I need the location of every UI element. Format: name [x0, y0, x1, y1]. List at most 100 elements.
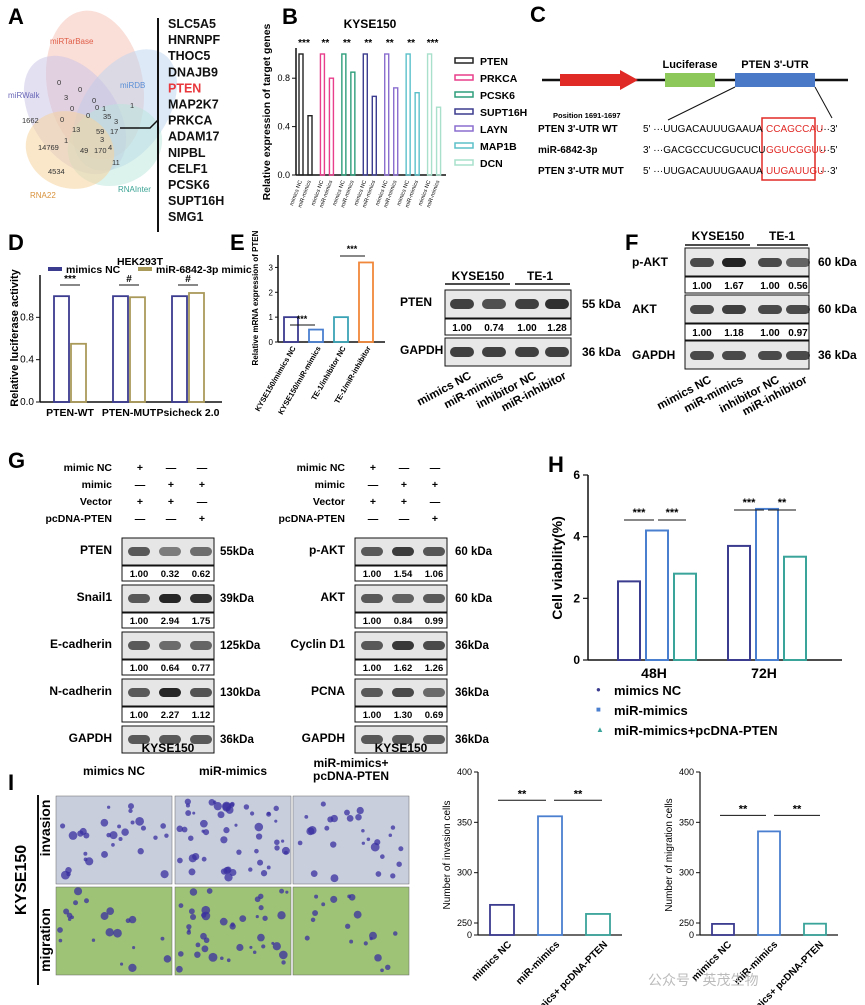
blot-f-value: 1.18 — [724, 328, 744, 339]
chart-b-legend-label: PTEN — [480, 56, 508, 68]
blot-g-band — [361, 688, 383, 697]
gene-hnrnpf: HNRNPF — [168, 33, 220, 47]
stained-cell — [201, 911, 211, 921]
blot-g-band — [190, 735, 212, 744]
blot-g-band — [128, 547, 150, 556]
blot-g-band — [361, 735, 383, 744]
gene-list: SLC5A5 HNRNPF THOC5 DNAJB9 PTEN MAP2K7 PRKCA AD… — [168, 17, 224, 224]
blot-g-kda: 125kDa — [220, 640, 261, 652]
blot-g-value: 1.75 — [192, 616, 211, 627]
blot-g-kda: 39kDa — [220, 593, 254, 605]
stained-cell — [137, 848, 144, 855]
blot-g-value: 1.00 — [363, 663, 382, 674]
blot-e-band — [545, 299, 569, 309]
chart-b-legend-label: LAYN — [480, 124, 508, 136]
chart-d-ytick-label: 0.8 — [20, 312, 34, 323]
chart-h-bar — [783, 555, 807, 661]
stained-cell — [390, 873, 396, 879]
blot-f-band — [786, 351, 810, 360]
blot-g-value: 1.00 — [130, 663, 149, 674]
blot-g-band — [392, 641, 414, 650]
blot-g-row-label: PTEN — [80, 543, 112, 557]
stained-cell — [257, 933, 265, 942]
utr-label: PTEN 3'-UTR — [741, 59, 808, 71]
blot-g-sign: — — [399, 462, 410, 474]
blot-g-kda: 36kDa — [455, 687, 489, 699]
venn-label-mirdb: miRDB — [120, 81, 145, 90]
blot-e-value: 1.00 — [452, 323, 472, 334]
zoom-line — [667, 86, 736, 121]
chart-b-legend-swatch — [454, 125, 474, 132]
chart-h-bar — [645, 529, 669, 661]
venn-ellipse-rna22 — [25, 111, 115, 189]
stained-cell — [68, 831, 78, 840]
blot-g-value: 1.00 — [130, 569, 149, 580]
stained-cell — [277, 911, 286, 920]
chart-e-significance: *** — [347, 244, 358, 254]
stained-cell — [374, 839, 381, 846]
blot-g-condition: pcDNA-PTEN — [278, 513, 345, 525]
blot-g-sign: + — [137, 462, 143, 474]
blot-g-value: 1.62 — [394, 663, 413, 674]
blot-f-row-label: p-AKT — [632, 255, 669, 269]
blot-g-band — [128, 735, 150, 744]
seq-row-name: PTEN 3'-UTR MUT — [538, 166, 624, 177]
blot-g-value: 0.32 — [161, 569, 180, 580]
stained-cell — [111, 843, 115, 847]
stained-cell — [279, 950, 288, 960]
blot-g-sign: + — [168, 496, 174, 508]
gene-map2k7: MAP2K7 — [168, 98, 219, 112]
watermark: 公众号 · 英茂生物 — [648, 972, 758, 988]
panelI3-ytick-label: 0 — [689, 930, 694, 940]
blot-g-band — [423, 688, 445, 697]
blot-g-value: 1.00 — [130, 710, 149, 721]
venn-leader-line — [120, 119, 159, 129]
chart-b-bar — [384, 53, 390, 176]
panelI2-ylabel: Number of invasion cells — [442, 801, 453, 910]
stained-cell — [178, 903, 184, 908]
gene-nipbl: NIPBL — [168, 146, 206, 160]
blot-g-band — [128, 688, 150, 697]
stained-cell — [344, 809, 350, 816]
chart-b-legend-swatch — [454, 142, 474, 149]
chart-b-significance: ** — [364, 38, 372, 49]
stained-cell — [101, 851, 108, 858]
chart-h-ytick-label: 0 — [573, 653, 580, 667]
blot-g-sign: — — [368, 479, 379, 491]
blot-g-value-box — [354, 565, 448, 582]
stained-cell — [324, 825, 330, 831]
blot-g-condition: pcDNA-PTEN — [45, 513, 112, 525]
panelI3-ytick-label: 300 — [679, 868, 694, 878]
gene-smg1: SMG1 — [168, 210, 203, 224]
stained-cell — [113, 928, 122, 938]
stained-cell — [361, 841, 365, 845]
blot-g-value: 0.84 — [394, 616, 413, 627]
stained-cell — [310, 917, 316, 923]
blot-g-row-label: N-cadherin — [49, 684, 112, 698]
stained-cell — [304, 814, 309, 819]
seq-row-name: miR-6842-3p — [538, 145, 597, 156]
promoter-arrow-head — [620, 70, 638, 90]
chart-h-ytick-label: 4 — [573, 530, 580, 544]
blot-g-value: 0.77 — [192, 663, 211, 674]
stained-cell — [178, 951, 184, 957]
blot-g-sign: + — [168, 479, 174, 491]
blot-f-band — [758, 305, 782, 314]
stained-cell — [297, 840, 303, 846]
stained-cell — [261, 944, 266, 949]
blot-f-kda: 36 kDa — [818, 348, 857, 362]
blot-g-value: 1.30 — [394, 710, 413, 721]
stained-cell — [234, 823, 238, 827]
stained-cell — [194, 951, 201, 958]
stained-cell — [320, 801, 326, 807]
chart-b-bar — [393, 87, 399, 176]
venn-number: 0 — [92, 96, 96, 105]
chart-b-significance: *** — [427, 38, 439, 49]
venn-number: 0 — [78, 85, 82, 94]
stained-cell — [128, 915, 137, 924]
blot-f-band — [786, 258, 810, 267]
chart-d-ytick-label: 0.0 — [20, 397, 34, 408]
transwell-image — [292, 795, 410, 885]
stained-cell — [185, 810, 192, 817]
panelI3-significance: ** — [739, 803, 748, 815]
